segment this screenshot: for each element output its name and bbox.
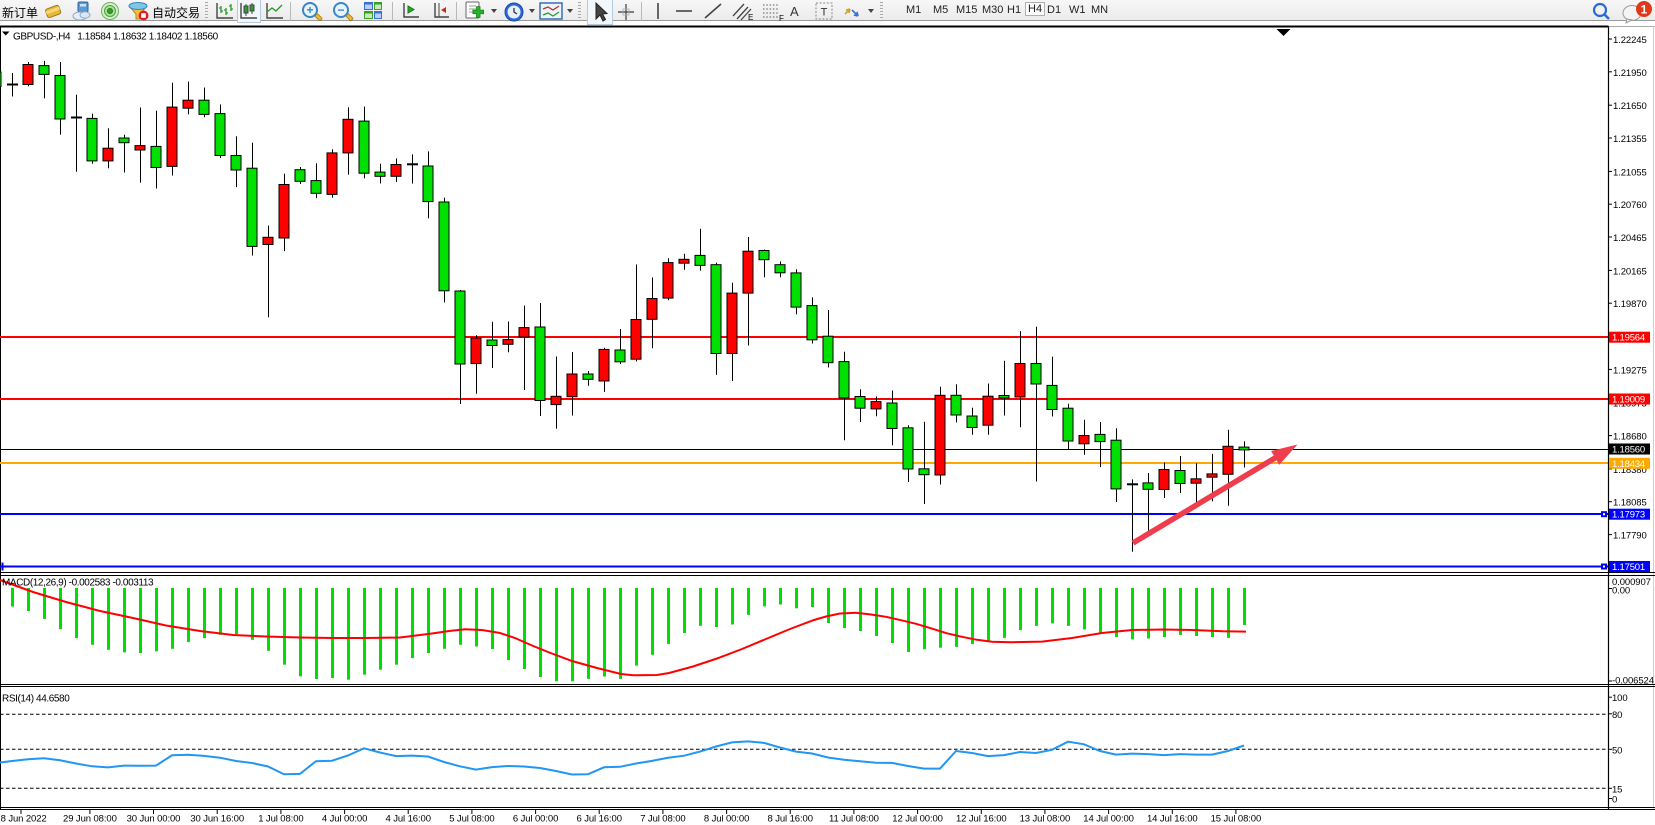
svg-text:4 Jul 16:00: 4 Jul 16:00 — [386, 814, 431, 825]
svg-text:−: − — [337, 3, 344, 17]
svg-text:1.19275: 1.19275 — [1613, 365, 1647, 376]
svg-text:1.19870: 1.19870 — [1613, 299, 1647, 310]
svg-text:+: + — [306, 3, 313, 17]
svg-text:100: 100 — [1612, 693, 1628, 704]
svg-text:RSI(14) 44.6580: RSI(14) 44.6580 — [2, 694, 70, 705]
svg-text:28 Jun 2022: 28 Jun 2022 — [0, 814, 47, 825]
svg-text:1.18380: 1.18380 — [1613, 465, 1647, 476]
svg-text:15: 15 — [1612, 784, 1622, 795]
svg-text:7 Jul 08:00: 7 Jul 08:00 — [640, 814, 685, 825]
svg-text:F: F — [779, 14, 784, 22]
svg-text:11 Jul 08:00: 11 Jul 08:00 — [829, 814, 879, 825]
svg-text:1.18085: 1.18085 — [1613, 498, 1647, 509]
svg-text:12 Jul 16:00: 12 Jul 16:00 — [956, 814, 1007, 825]
svg-text:0: 0 — [1612, 795, 1617, 806]
svg-text:6 Jul 00:00: 6 Jul 00:00 — [513, 814, 558, 825]
svg-text:1.17790: 1.17790 — [1613, 531, 1647, 542]
svg-text:-0.006524: -0.006524 — [1612, 676, 1654, 687]
svg-text:14 Jul 16:00: 14 Jul 16:00 — [1147, 814, 1198, 825]
svg-text:1.18434: 1.18434 — [1612, 459, 1645, 470]
svg-text:1 Jul 08:00: 1 Jul 08:00 — [258, 814, 303, 825]
svg-text:0.00: 0.00 — [1612, 586, 1630, 597]
svg-text:1: 1 — [1641, 3, 1648, 17]
svg-text:1.18560: 1.18560 — [1612, 445, 1645, 456]
svg-text:1.21950: 1.21950 — [1613, 68, 1647, 79]
svg-text:1.17973: 1.17973 — [1612, 510, 1645, 521]
svg-text:5 Jul 08:00: 5 Jul 08:00 — [449, 814, 494, 825]
svg-text:1.20465: 1.20465 — [1613, 233, 1647, 244]
svg-text:1.22245: 1.22245 — [1613, 35, 1647, 46]
svg-text:4 Jul 00:00: 4 Jul 00:00 — [322, 814, 367, 825]
svg-text:30 Jun 00:00: 30 Jun 00:00 — [127, 814, 181, 825]
svg-text:50: 50 — [1612, 745, 1622, 756]
svg-text:MACD(12,26,9) -0.002583 -0.003: MACD(12,26,9) -0.002583 -0.003113 — [2, 578, 154, 589]
svg-text:E: E — [748, 13, 753, 22]
svg-text:30 Jun 16:00: 30 Jun 16:00 — [190, 814, 244, 825]
svg-text:1.18680: 1.18680 — [1613, 432, 1647, 443]
svg-text:14 Jul 00:00: 14 Jul 00:00 — [1083, 814, 1134, 825]
svg-text:0.000907: 0.000907 — [1612, 577, 1651, 588]
svg-text:12 Jul 00:00: 12 Jul 00:00 — [892, 814, 943, 825]
svg-text:6 Jul 16:00: 6 Jul 16:00 — [577, 814, 622, 825]
svg-text:1.19564: 1.19564 — [1612, 333, 1645, 344]
svg-text:1.20760: 1.20760 — [1613, 200, 1647, 211]
svg-text:1.17501: 1.17501 — [1612, 562, 1645, 573]
svg-text:1.21650: 1.21650 — [1613, 101, 1647, 112]
svg-text:T: T — [821, 7, 828, 19]
svg-text:8 Jul 16:00: 8 Jul 16:00 — [768, 814, 813, 825]
svg-text:1.21355: 1.21355 — [1613, 134, 1647, 145]
svg-text:1.20165: 1.20165 — [1613, 266, 1647, 277]
svg-text:29 Jun 08:00: 29 Jun 08:00 — [63, 814, 117, 825]
svg-text:13 Jul 08:00: 13 Jul 08:00 — [1020, 814, 1071, 825]
svg-text:80: 80 — [1612, 710, 1622, 721]
svg-text:15 Jul 08:00: 15 Jul 08:00 — [1211, 814, 1262, 825]
svg-text:8 Jul 00:00: 8 Jul 00:00 — [704, 814, 749, 825]
svg-text:GBPUSD-,H4 1.18584 1.18632 1: GBPUSD-,H4 1.18584 1.18632 1.18402 1.185… — [13, 31, 219, 42]
svg-text:1.21055: 1.21055 — [1613, 167, 1647, 178]
svg-text:1.19009: 1.19009 — [1612, 395, 1645, 406]
